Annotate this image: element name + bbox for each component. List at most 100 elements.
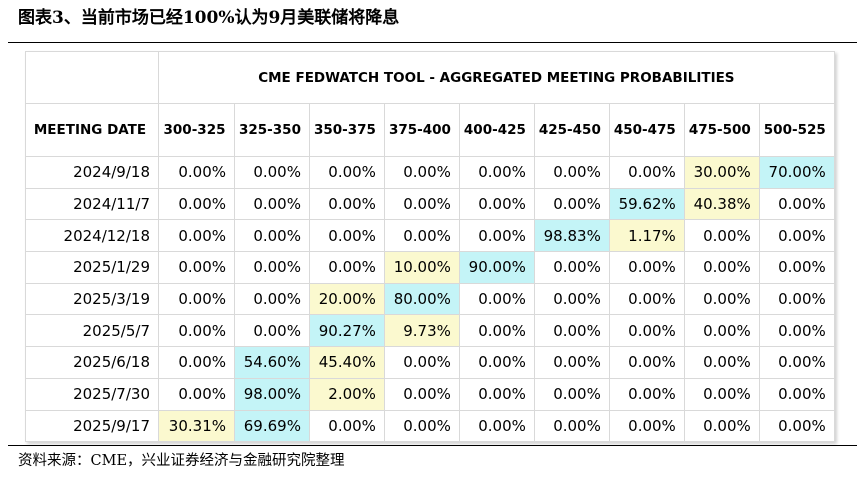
probability-cell: 0.00% [533, 346, 610, 379]
bottom-rule [8, 445, 857, 446]
rate-range-header: 500-525 [758, 103, 835, 157]
probability-cell: 0.00% [758, 409, 835, 443]
meeting-date-cell: 2025/5/7 [25, 314, 159, 348]
probability-cell: 45.40% [308, 346, 385, 379]
probability-cell: 0.00% [458, 282, 535, 316]
probability-cell: 0.00% [758, 187, 835, 221]
probability-cell: 1.17% [608, 219, 685, 253]
probability-cell: 0.00% [158, 219, 235, 253]
probability-cell: 0.00% [383, 409, 460, 443]
probability-cell: 0.00% [683, 219, 760, 253]
probability-cell: 0.00% [683, 282, 760, 316]
probability-cell: 0.00% [234, 282, 310, 316]
probability-cell: 0.00% [158, 377, 235, 411]
meeting-date-cell: 2025/7/30 [25, 377, 159, 411]
meeting-date-cell: 2024/11/7 [25, 187, 159, 221]
probability-cell: 0.00% [383, 156, 460, 189]
probability-cell: 0.00% [608, 251, 685, 284]
probability-cell: 2.00% [308, 377, 385, 411]
meeting-date-cell: 2025/9/17 [25, 409, 159, 443]
table-row: 2024/9/18 0.00% 0.00% 0.00% 0.00% 0.00% 0.00% 0… [25, 156, 835, 189]
rate-range-header: 375-400 [383, 103, 460, 157]
probability-cell: 0.00% [308, 219, 385, 253]
rate-range-header: 400-425 [458, 103, 535, 157]
probability-cell: 0.00% [234, 219, 310, 253]
probability-cell: 0.00% [608, 409, 685, 443]
probability-cell: 0.00% [383, 377, 460, 411]
probability-cell: 59.62% [608, 187, 685, 221]
table-row: 2025/9/17 30.31% 69.69% 0.00% 0.00% 0.00% 0.00… [25, 409, 835, 443]
probability-cell: 0.00% [458, 377, 535, 411]
probability-cell: 40.38% [683, 187, 760, 221]
probability-cell: 0.00% [533, 314, 610, 348]
rate-range-header: 475-500 [683, 103, 760, 157]
probability-cell: 0.00% [308, 156, 385, 189]
probability-cell: 98.83% [533, 219, 610, 253]
probability-cell: 0.00% [383, 187, 460, 221]
meeting-date-cell: 2024/9/18 [25, 156, 159, 189]
probability-cell: 70.00% [758, 156, 835, 189]
probability-cell: 0.00% [308, 409, 385, 443]
probability-cell: 0.00% [758, 251, 835, 284]
figure-title: 图表3、当前市场已经100%认为9月美联储将降息 [18, 8, 400, 28]
rate-range-header: 325-350 [234, 103, 310, 157]
probability-cell: 0.00% [158, 251, 235, 284]
probability-cell: 0.00% [683, 314, 760, 348]
rate-range-header: 450-475 [608, 103, 685, 157]
table-row: 2025/1/29 0.00% 0.00% 0.00% 10.00% 90.00% 0.00… [25, 251, 835, 284]
probability-cell: 0.00% [458, 219, 535, 253]
fedwatch-probability-table: CME FEDWATCH TOOL - AGGREGATED MEETING P… [25, 51, 835, 443]
probability-cell: 0.00% [158, 314, 235, 348]
probability-cell: 0.00% [683, 251, 760, 284]
probability-cell: 30.31% [158, 409, 235, 443]
probability-cell: 54.60% [234, 346, 310, 379]
table-row: 2025/3/19 0.00% 0.00% 20.00% 80.00% 0.00% 0.00… [25, 282, 835, 316]
probability-cell: 0.00% [383, 219, 460, 253]
probability-cell: 30.00% [683, 156, 760, 189]
probability-cell: 0.00% [158, 187, 235, 221]
rate-range-header: 300-325 [158, 103, 235, 157]
probability-cell: 0.00% [683, 409, 760, 443]
probability-cell: 0.00% [758, 219, 835, 253]
probability-cell: 0.00% [158, 282, 235, 316]
probability-cell: 0.00% [533, 409, 610, 443]
table-banner: CME FEDWATCH TOOL - AGGREGATED MEETING P… [158, 51, 835, 104]
probability-cell: 0.00% [683, 346, 760, 379]
table-row: 2025/7/30 0.00% 98.00% 2.00% 0.00% 0.00% 0.00%… [25, 377, 835, 411]
probability-cell: 9.73% [383, 314, 460, 348]
probability-cell: 98.00% [234, 377, 310, 411]
probability-cell: 0.00% [234, 156, 310, 189]
probability-cell: 0.00% [308, 251, 385, 284]
top-rule [8, 42, 857, 43]
probability-cell: 0.00% [458, 187, 535, 221]
rate-range-header: 425-450 [533, 103, 610, 157]
probability-cell: 0.00% [758, 377, 835, 411]
probability-cell: 0.00% [533, 251, 610, 284]
probability-cell: 0.00% [608, 346, 685, 379]
probability-cell: 0.00% [158, 156, 235, 189]
table-row: 2025/5/7 0.00% 0.00% 90.27% 9.73% 0.00% 0.00% 0… [25, 314, 835, 348]
probability-cell: 20.00% [308, 282, 385, 316]
rate-range-header: 350-375 [308, 103, 385, 157]
table-row: 2025/6/18 0.00% 54.60% 45.40% 0.00% 0.00% 0.00… [25, 346, 835, 379]
probability-cell: 0.00% [458, 346, 535, 379]
meeting-date-cell: 2024/12/18 [25, 219, 159, 253]
probability-cell: 0.00% [383, 346, 460, 379]
meeting-date-cell: 2025/3/19 [25, 282, 159, 316]
probability-cell: 0.00% [608, 282, 685, 316]
probability-cell: 0.00% [608, 156, 685, 189]
probability-cell: 0.00% [458, 156, 535, 189]
meeting-date-cell: 2025/6/18 [25, 346, 159, 379]
probability-cell: 69.69% [234, 409, 310, 443]
meeting-date-header: MEETING DATE [25, 103, 159, 157]
probability-cell: 0.00% [608, 314, 685, 348]
fedwatch-table-container: CME FEDWATCH TOOL - AGGREGATED MEETING P… [25, 51, 835, 443]
probability-cell: 0.00% [234, 187, 310, 221]
probability-cell: 0.00% [758, 282, 835, 316]
probability-cell: 10.00% [383, 251, 460, 284]
meeting-date-cell: 2025/1/29 [25, 251, 159, 284]
probability-cell: 0.00% [234, 251, 310, 284]
probability-cell: 90.00% [458, 251, 535, 284]
probability-cell: 0.00% [533, 377, 610, 411]
probability-cell: 0.00% [758, 346, 835, 379]
